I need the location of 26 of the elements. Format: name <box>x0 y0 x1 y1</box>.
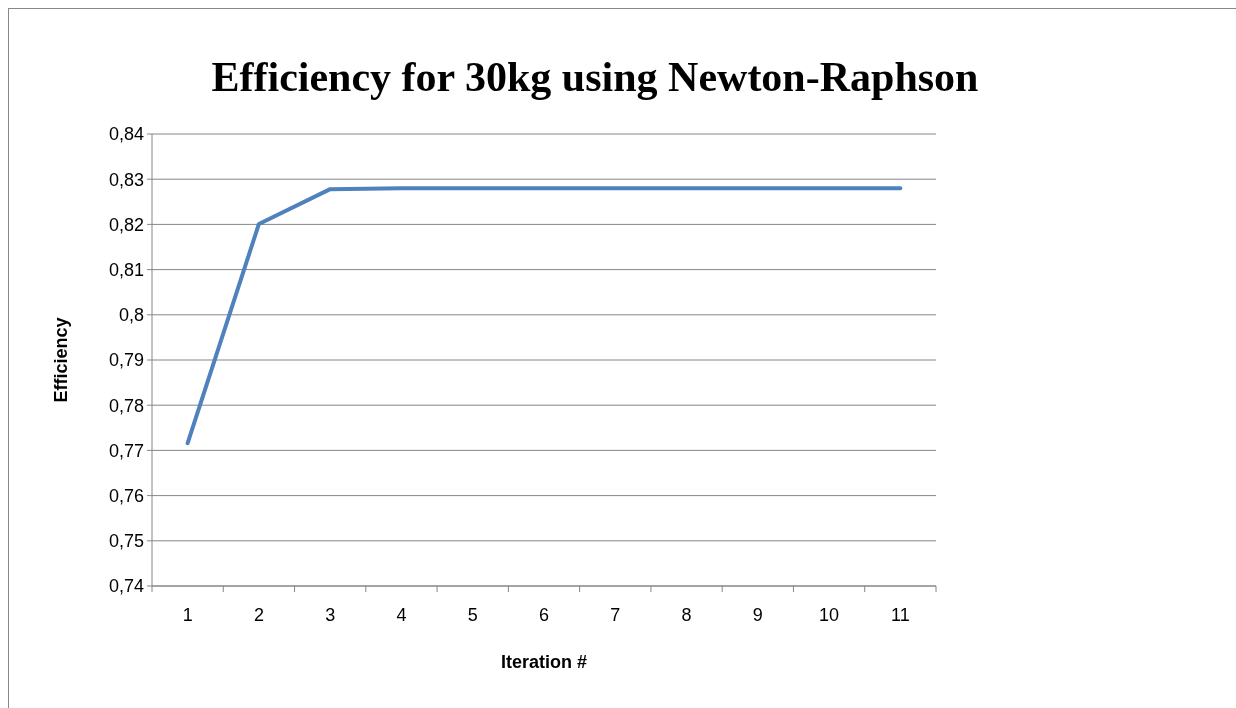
y-tick-label: 0,82 <box>108 214 144 235</box>
line-series <box>185 186 903 446</box>
y-tick-label: 0,74 <box>108 576 144 597</box>
x-tick-label: 5 <box>467 605 478 625</box>
y-tick-label: 0,84 <box>108 124 144 145</box>
y-tick-label: 0,8 <box>118 305 144 326</box>
x-tick-label: 3 <box>325 605 336 625</box>
y-tick-label: 0,81 <box>108 259 144 280</box>
chart-title: Efficiency for 30kg using Newton-Raphson <box>211 54 979 100</box>
y-axis-title: Efficiency <box>51 317 71 403</box>
y-tick-label: 0,79 <box>108 350 144 371</box>
x-tick-label: 2 <box>253 605 264 625</box>
x-tick-label: 9 <box>752 605 763 625</box>
y-tick-label: 0,75 <box>108 531 144 552</box>
y-tick-label: 0,76 <box>108 485 144 506</box>
x-tick-label: 10 <box>819 605 840 625</box>
x-tick-label: 11 <box>891 605 910 625</box>
x-tick-label: 1 <box>182 605 193 625</box>
x-tick-label: 7 <box>610 605 621 625</box>
y-tick-label: 0,83 <box>108 169 144 190</box>
x-tick-label: 6 <box>538 605 550 625</box>
y-tick-label: 0,78 <box>108 395 144 416</box>
x-tick-label: 4 <box>396 605 407 625</box>
x-axis-title: Iteration # <box>500 652 588 672</box>
y-tick-label: 0,77 <box>108 440 144 461</box>
x-tick-label: 8 <box>681 605 692 625</box>
